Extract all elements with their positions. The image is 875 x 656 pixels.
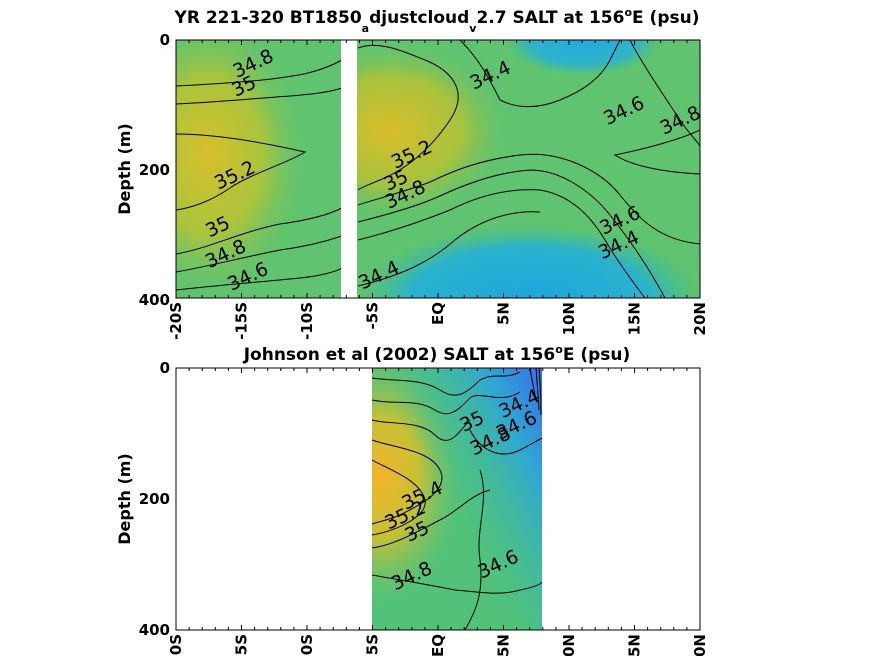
model-salinity-panel: YR 221-320 BT1850adjustcloudv2.7 SALT at… — [115, 6, 709, 340]
x-tick-label: -20S — [167, 634, 185, 656]
y-tick-label: 200 — [139, 161, 170, 179]
x-tick-label: -5S — [364, 302, 382, 329]
y-tick-label: 0 — [160, 31, 170, 49]
salinity-field — [176, 40, 700, 298]
x-axis: -20S -15S -10S -5S EQ 5N 10N 15N 20N — [167, 302, 709, 340]
y-tick-label: 400 — [139, 621, 170, 639]
contour-lines — [176, 40, 700, 298]
x-tick-label: 15N — [626, 634, 644, 656]
salinity-field — [371, 367, 543, 631]
x-tick-label: -20S — [167, 302, 185, 340]
x-tick-label: 5N — [495, 634, 513, 656]
x-tick-label: 20N — [691, 634, 709, 656]
chart-title: YR 221-320 BT1850adjustcloudv2.7 SALT at… — [174, 6, 700, 35]
y-axis: 0 200 400 Depth (m) — [115, 31, 170, 309]
y-tick-label: 400 — [139, 291, 170, 309]
x-axis: -20S -15S -10S -5S EQ 5N 10N 15N 20N — [167, 634, 709, 656]
x-tick-label: -10S — [298, 634, 316, 656]
x-tick-label: 5N — [495, 302, 513, 325]
missing-data-gap — [341, 40, 357, 298]
x-tick-label: 20N — [691, 302, 709, 335]
x-tick-label: -5S — [364, 634, 382, 656]
x-tick-label: -15S — [233, 634, 251, 656]
y-axis: 0 200 400 Depth (m) — [115, 359, 170, 639]
x-tick-label: 10N — [560, 634, 578, 656]
x-tick-label: -10S — [298, 302, 316, 340]
y-tick-label: 0 — [160, 359, 170, 377]
x-tick-label: EQ — [429, 634, 447, 656]
x-tick-label: 15N — [626, 302, 644, 335]
chart-title: Johnson et al (2002) SALT at 156oE (psu) — [243, 343, 631, 365]
x-tick-label: EQ — [429, 302, 447, 325]
y-axis-label: Depth (m) — [115, 123, 134, 215]
observed-salinity-panel: Johnson et al (2002) SALT at 156oE (psu)… — [115, 343, 709, 656]
y-tick-label: 200 — [139, 490, 170, 508]
y-axis-label: Depth (m) — [115, 453, 134, 545]
x-tick-label: -15S — [233, 302, 251, 340]
contour-lines — [371, 367, 543, 631]
x-tick-label: 10N — [560, 302, 578, 335]
